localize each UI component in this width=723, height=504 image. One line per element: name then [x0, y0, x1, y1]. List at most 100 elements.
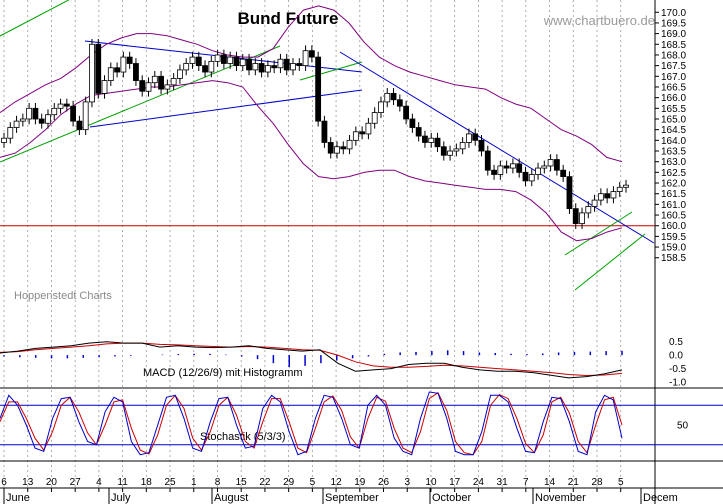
candle [145, 77, 152, 97]
macd-tick-label: -1.0 [669, 377, 687, 388]
candle-body [26, 107, 33, 120]
candle [541, 160, 548, 174]
channel-line [574, 233, 646, 291]
candle-body [151, 75, 158, 84]
candle-body [415, 127, 422, 137]
candle-body [440, 146, 447, 156]
candle [233, 51, 240, 71]
candle-body [321, 120, 328, 143]
stochastic-k-line [0, 391, 623, 456]
candle-body [604, 193, 611, 199]
candle [76, 115, 83, 135]
candle-body [384, 92, 391, 103]
candle [547, 154, 554, 172]
candle [70, 100, 77, 127]
candle [290, 58, 296, 76]
candle-body [334, 146, 340, 154]
candle [352, 126, 359, 146]
candle [158, 70, 164, 95]
candle [434, 132, 441, 153]
macd-tick-label: -0.5 [669, 364, 687, 375]
candle [45, 109, 51, 129]
candle-body [89, 43, 95, 103]
stochastic-label: Stochastik (5/3/3) [200, 431, 286, 443]
candle [403, 100, 410, 125]
candle-body [158, 75, 164, 90]
candle-body [139, 80, 146, 92]
candle [604, 188, 611, 204]
candle [202, 60, 208, 78]
price-tick-label: 165.0 [661, 114, 686, 125]
candle-body [472, 133, 479, 141]
month-label: June [6, 492, 30, 504]
price-tick-label: 166.0 [661, 93, 686, 104]
candle [535, 162, 541, 180]
candle-body [13, 120, 20, 128]
candle [440, 141, 447, 161]
candle-body [572, 208, 579, 224]
candle [63, 98, 70, 112]
candle [252, 58, 259, 76]
candle-body [51, 107, 58, 116]
month-label: November [535, 492, 586, 504]
x-tick-label: 5 [618, 477, 624, 488]
candle-body [164, 84, 171, 90]
price-tick-label: 166.5 [661, 82, 686, 93]
candle [26, 102, 33, 125]
x-tick-label: 7 [523, 477, 529, 488]
candle [220, 49, 227, 69]
candle [390, 88, 397, 106]
x-tick-label: 19 [354, 477, 366, 488]
stochastic-pane [0, 391, 723, 456]
price-tick-label: 163.0 [661, 157, 686, 168]
candle-body [195, 56, 202, 67]
candle-body [516, 163, 523, 173]
price-tick-label: 168.0 [661, 50, 686, 61]
price-tick-label: 160.5 [661, 211, 686, 222]
trend-line [339, 51, 655, 244]
x-tick-label: 14 [544, 477, 556, 488]
candle [271, 60, 278, 74]
candle-body [76, 120, 83, 131]
watermark: www.chartbuero.de [543, 13, 655, 28]
candle-body [459, 142, 466, 150]
candle-body [359, 131, 366, 135]
candle-body [491, 169, 497, 175]
candle [195, 51, 202, 71]
candle-body [585, 206, 592, 214]
candle [510, 158, 516, 174]
channel-line [564, 211, 633, 256]
candle [560, 164, 567, 182]
candle [346, 135, 353, 155]
candle [422, 130, 428, 148]
grid-lines [3, 0, 622, 488]
macd-tick-label: 0.0 [669, 351, 683, 362]
candle-body [45, 114, 51, 124]
candle [415, 122, 422, 142]
candle [478, 135, 485, 157]
stochastic-tick-label: 50 [677, 421, 689, 432]
trend-lines [0, 0, 655, 291]
bollinger-upper-line [0, 5, 623, 163]
candle [396, 94, 403, 112]
candle [177, 64, 183, 84]
x-tick-label: 6 [1, 477, 7, 488]
candle-body [346, 139, 353, 150]
price-tick-label: 159.5 [661, 232, 686, 243]
candle-body [390, 92, 397, 101]
source-label: Hoppenstedt Charts [14, 290, 112, 302]
candle [246, 53, 252, 76]
candle [164, 79, 171, 95]
price-tick-label: 161.5 [661, 189, 686, 200]
candle-body [258, 63, 265, 73]
candle [459, 137, 466, 155]
candle [334, 141, 340, 159]
candle-body [352, 131, 359, 141]
x-tick-label: 21 [568, 477, 580, 488]
candle [57, 98, 64, 114]
candle-body [32, 107, 39, 120]
candle-body [302, 50, 309, 67]
candle [258, 58, 265, 78]
candle [13, 115, 20, 133]
